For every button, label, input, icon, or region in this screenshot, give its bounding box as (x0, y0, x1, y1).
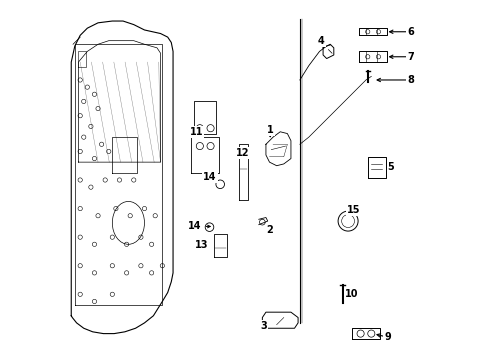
Text: 4: 4 (317, 36, 324, 46)
Text: 6: 6 (407, 27, 413, 37)
Text: 8: 8 (407, 75, 413, 85)
Text: 12: 12 (236, 148, 249, 158)
Text: 15: 15 (346, 205, 360, 215)
Text: 11: 11 (189, 127, 203, 137)
Text: 14: 14 (187, 221, 201, 231)
Text: 9: 9 (383, 332, 390, 342)
Text: 14: 14 (203, 172, 216, 182)
Text: 5: 5 (387, 162, 393, 172)
Text: 7: 7 (407, 52, 413, 62)
Text: 1: 1 (266, 125, 273, 135)
Text: 3: 3 (260, 321, 267, 332)
Text: 10: 10 (344, 289, 358, 299)
Text: 2: 2 (265, 225, 272, 235)
Text: 13: 13 (195, 240, 208, 250)
